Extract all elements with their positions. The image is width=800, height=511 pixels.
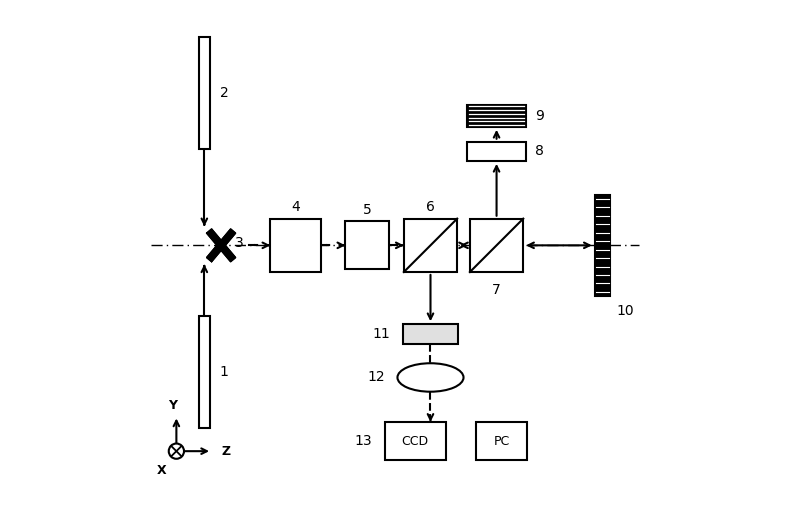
Text: Z: Z bbox=[221, 445, 230, 458]
Bar bbox=[346, 221, 389, 269]
Text: Y: Y bbox=[168, 399, 177, 412]
Bar bbox=[467, 105, 526, 127]
Bar bbox=[467, 142, 526, 161]
Polygon shape bbox=[206, 229, 236, 262]
Bar bbox=[470, 219, 523, 272]
Bar bbox=[198, 37, 210, 149]
Text: 12: 12 bbox=[367, 370, 385, 384]
Text: 9: 9 bbox=[535, 109, 544, 123]
Bar bbox=[402, 324, 458, 344]
Text: 4: 4 bbox=[291, 200, 300, 215]
Bar bbox=[594, 195, 610, 296]
Bar bbox=[404, 219, 457, 272]
Text: 2: 2 bbox=[219, 86, 228, 100]
Text: 3: 3 bbox=[235, 236, 244, 250]
Bar bbox=[385, 422, 446, 460]
Circle shape bbox=[169, 444, 184, 459]
Text: X: X bbox=[157, 464, 166, 477]
Bar bbox=[270, 219, 322, 272]
Bar bbox=[476, 422, 527, 460]
Text: 6: 6 bbox=[426, 200, 435, 215]
Text: 5: 5 bbox=[362, 203, 371, 217]
Text: CCD: CCD bbox=[402, 434, 429, 448]
Polygon shape bbox=[206, 229, 236, 262]
Text: 10: 10 bbox=[616, 305, 634, 318]
Text: PC: PC bbox=[494, 434, 510, 448]
Text: 1: 1 bbox=[219, 365, 229, 379]
Ellipse shape bbox=[398, 363, 463, 392]
Text: 13: 13 bbox=[354, 434, 372, 448]
Text: 8: 8 bbox=[535, 144, 544, 158]
Text: 11: 11 bbox=[372, 327, 390, 341]
Text: 7: 7 bbox=[492, 283, 501, 297]
Bar bbox=[198, 316, 210, 428]
